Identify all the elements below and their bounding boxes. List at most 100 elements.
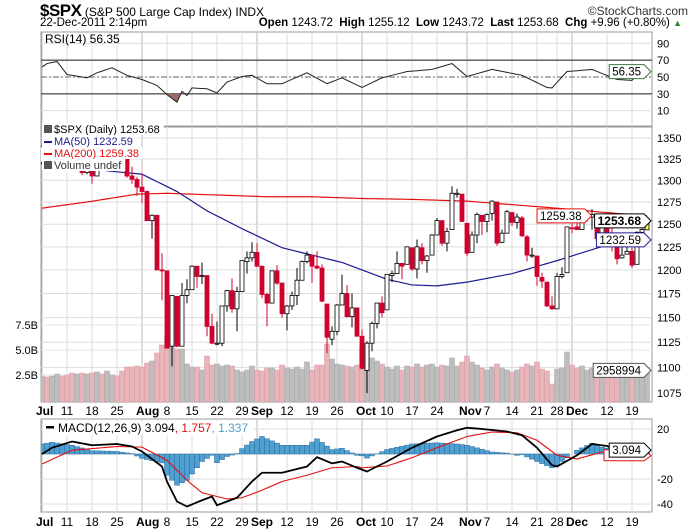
volume-bar bbox=[369, 357, 375, 402]
macd-legend-swatch bbox=[46, 426, 54, 429]
macd-histogram-bar bbox=[179, 453, 185, 483]
candle bbox=[264, 294, 270, 304]
candle bbox=[544, 281, 550, 307]
ma50-value-tag: 1232.59 bbox=[599, 235, 641, 247]
volume-bar bbox=[104, 370, 110, 402]
macd-histogram-bar bbox=[559, 453, 565, 462]
candle bbox=[134, 179, 140, 188]
macd-histogram-bar bbox=[359, 453, 365, 457]
legend-bg bbox=[42, 147, 143, 159]
price-plot bbox=[41, 133, 652, 402]
volume-legend: Volume undef bbox=[54, 160, 122, 172]
volume-bar bbox=[199, 369, 205, 402]
macd-histogram-bar bbox=[499, 452, 505, 455]
volume-bar bbox=[234, 369, 240, 402]
x-tick-label: 21 bbox=[530, 515, 544, 529]
volume-bar bbox=[389, 368, 395, 402]
candle bbox=[494, 201, 500, 244]
candle bbox=[269, 270, 275, 304]
macd-histogram-bar bbox=[189, 453, 195, 475]
macd-y-tick-label: -20 bbox=[657, 474, 673, 486]
volume-bar bbox=[444, 365, 450, 402]
volume-bar bbox=[289, 368, 295, 402]
macd-histogram-bar bbox=[289, 445, 295, 455]
candle bbox=[569, 227, 575, 230]
candle bbox=[129, 175, 135, 180]
candle bbox=[139, 186, 145, 192]
exchange: INDX bbox=[235, 5, 265, 19]
volume-bar bbox=[264, 367, 270, 402]
candle bbox=[309, 254, 315, 267]
volume-bar bbox=[224, 364, 230, 402]
macd-histogram-bar bbox=[314, 438, 320, 455]
volume-bar bbox=[544, 370, 550, 402]
candle bbox=[444, 230, 450, 244]
candle bbox=[289, 295, 295, 307]
candle bbox=[259, 265, 265, 295]
candle bbox=[629, 251, 635, 266]
last-label: Last bbox=[490, 17, 514, 29]
candle bbox=[519, 217, 525, 237]
x-tick-label: 21 bbox=[530, 404, 544, 418]
volume-bar bbox=[409, 366, 415, 402]
volume-bar bbox=[334, 363, 340, 402]
volume-bar bbox=[329, 358, 335, 402]
candle bbox=[554, 276, 560, 310]
macd-histogram-bar bbox=[224, 453, 230, 457]
volume-bar bbox=[279, 364, 285, 402]
macd-histogram-bar bbox=[269, 440, 275, 455]
volume-bar bbox=[219, 365, 225, 402]
candle bbox=[199, 275, 205, 277]
candle bbox=[634, 231, 640, 265]
volume-bar bbox=[419, 366, 425, 402]
candle bbox=[419, 247, 425, 262]
rsi-y-tick-label: 50 bbox=[657, 72, 669, 84]
macd-histogram-bar bbox=[94, 450, 100, 455]
candle bbox=[449, 192, 455, 230]
candle bbox=[514, 216, 520, 223]
macd-histogram-bar bbox=[199, 453, 205, 462]
high-value: 1255.12 bbox=[368, 17, 410, 29]
candle bbox=[359, 335, 365, 369]
volume-bar bbox=[284, 367, 290, 402]
candle bbox=[154, 214, 160, 271]
x-tick-label: 7 bbox=[484, 515, 491, 529]
volume-bar bbox=[564, 351, 570, 402]
price-y-tick-label: 1275 bbox=[657, 197, 681, 209]
volume-bar bbox=[524, 363, 530, 402]
quote-summary: Open 1243.72 High 1255.12 Low 1243.72 La… bbox=[259, 17, 682, 29]
macd-histogram-bar bbox=[349, 452, 355, 455]
macd-histogram-bar bbox=[489, 451, 495, 455]
price-y-tick-label: 1150 bbox=[657, 313, 681, 325]
x-tick-label: 15 bbox=[185, 404, 199, 418]
candle bbox=[459, 193, 465, 222]
volume-bar bbox=[374, 360, 380, 402]
x-tick-label: Oct bbox=[356, 404, 376, 418]
macd-histogram-bar bbox=[449, 443, 455, 455]
volume-tick-label: 2.5B bbox=[15, 370, 38, 382]
macd-histogram-bar bbox=[519, 453, 525, 455]
volume-bar bbox=[214, 363, 220, 402]
price-y-tick-label: 1200 bbox=[657, 265, 681, 277]
x-tick-label: 11 bbox=[61, 404, 74, 418]
volume-bar bbox=[144, 362, 150, 402]
volume-bar bbox=[464, 355, 470, 402]
volume-bar bbox=[394, 365, 400, 402]
candle bbox=[254, 251, 260, 267]
volume-bar bbox=[129, 366, 135, 402]
macd-histogram-bar bbox=[134, 453, 140, 457]
macd-histogram-bar bbox=[354, 453, 360, 456]
ma50-line bbox=[41, 158, 648, 287]
legend-bg bbox=[42, 135, 137, 147]
x-tick-label: 14 bbox=[505, 404, 519, 418]
volume-bar bbox=[299, 368, 305, 402]
macd-legend-name: MACD(12,26,9) 3.094 bbox=[58, 421, 175, 435]
volume-bar bbox=[549, 383, 555, 402]
x-tick-label: 10 bbox=[380, 515, 394, 529]
candle bbox=[464, 222, 470, 254]
ma50-legend-swatch bbox=[44, 141, 52, 143]
price-y-tick-label: 1250 bbox=[657, 219, 681, 231]
candle bbox=[414, 246, 420, 270]
candle bbox=[549, 305, 555, 310]
rsi-line bbox=[41, 60, 648, 103]
